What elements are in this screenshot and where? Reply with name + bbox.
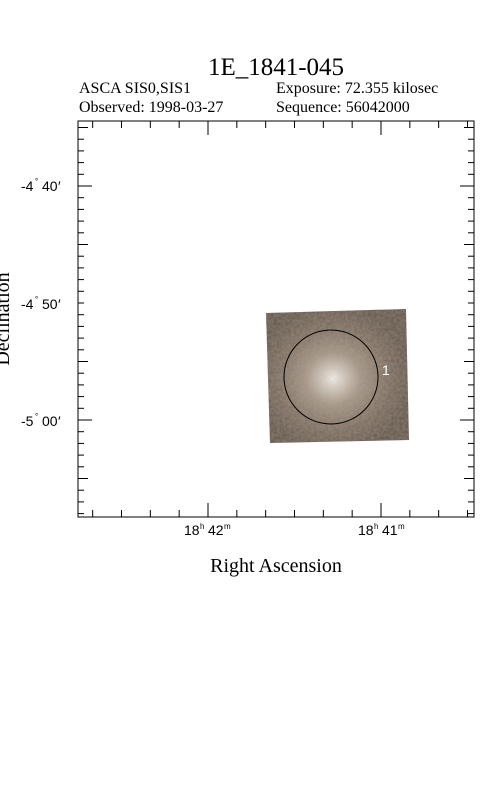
svg-text:00: 00 [42,413,58,429]
plot-title: 1E_1841-045 [207,54,345,81]
svg-text:°: ° [35,177,38,186]
svg-text:18: 18 [358,522,374,538]
svg-text:h: h [374,522,378,531]
svg-text:m: m [398,522,405,531]
svg-text:-5: -5 [21,413,34,429]
svg-text:°: ° [35,412,38,421]
svg-text:40: 40 [42,178,58,194]
x-axis-label: Right Ascension [210,555,342,577]
dec-tick-label-m4-40: -4 ° 40 ′ [21,177,61,194]
svg-text:m: m [224,522,231,531]
svg-text:-4: -4 [21,178,34,194]
source-region-label: 1 [382,362,390,378]
svg-text:42: 42 [208,522,224,538]
ra-tick-label-41: 18 h 41 m [358,522,405,538]
mission-instruments: ASCA SIS0,SIS1 [79,80,192,97]
svg-text:′: ′ [58,413,61,429]
sequence-number: Sequence: 56042000 [276,99,410,116]
dec-tick-label-m5-00: -5 ° 00 ′ [21,412,61,429]
exposure-time: Exposure: 72.355 kilosec [276,80,439,97]
svg-text:h: h [200,522,204,531]
ra-tick-label-42: 18 h 42 m [184,522,231,538]
svg-text:°: ° [35,295,38,304]
observation-date: Observed: 1998-03-27 [79,99,224,116]
svg-text:-4: -4 [21,296,34,312]
svg-text:18: 18 [184,522,200,538]
source-region-circle [283,329,379,425]
svg-text:50: 50 [42,296,58,312]
svg-text:′: ′ [58,178,61,194]
svg-text:41: 41 [382,522,398,538]
y-axis-label: Declination [0,272,14,365]
tick-marks [78,121,474,517]
dec-tick-label-m4-50: -4 ° 50 ′ [21,295,61,312]
svg-text:′: ′ [58,296,61,312]
plot-frame [77,120,475,518]
xray-image [266,309,409,443]
